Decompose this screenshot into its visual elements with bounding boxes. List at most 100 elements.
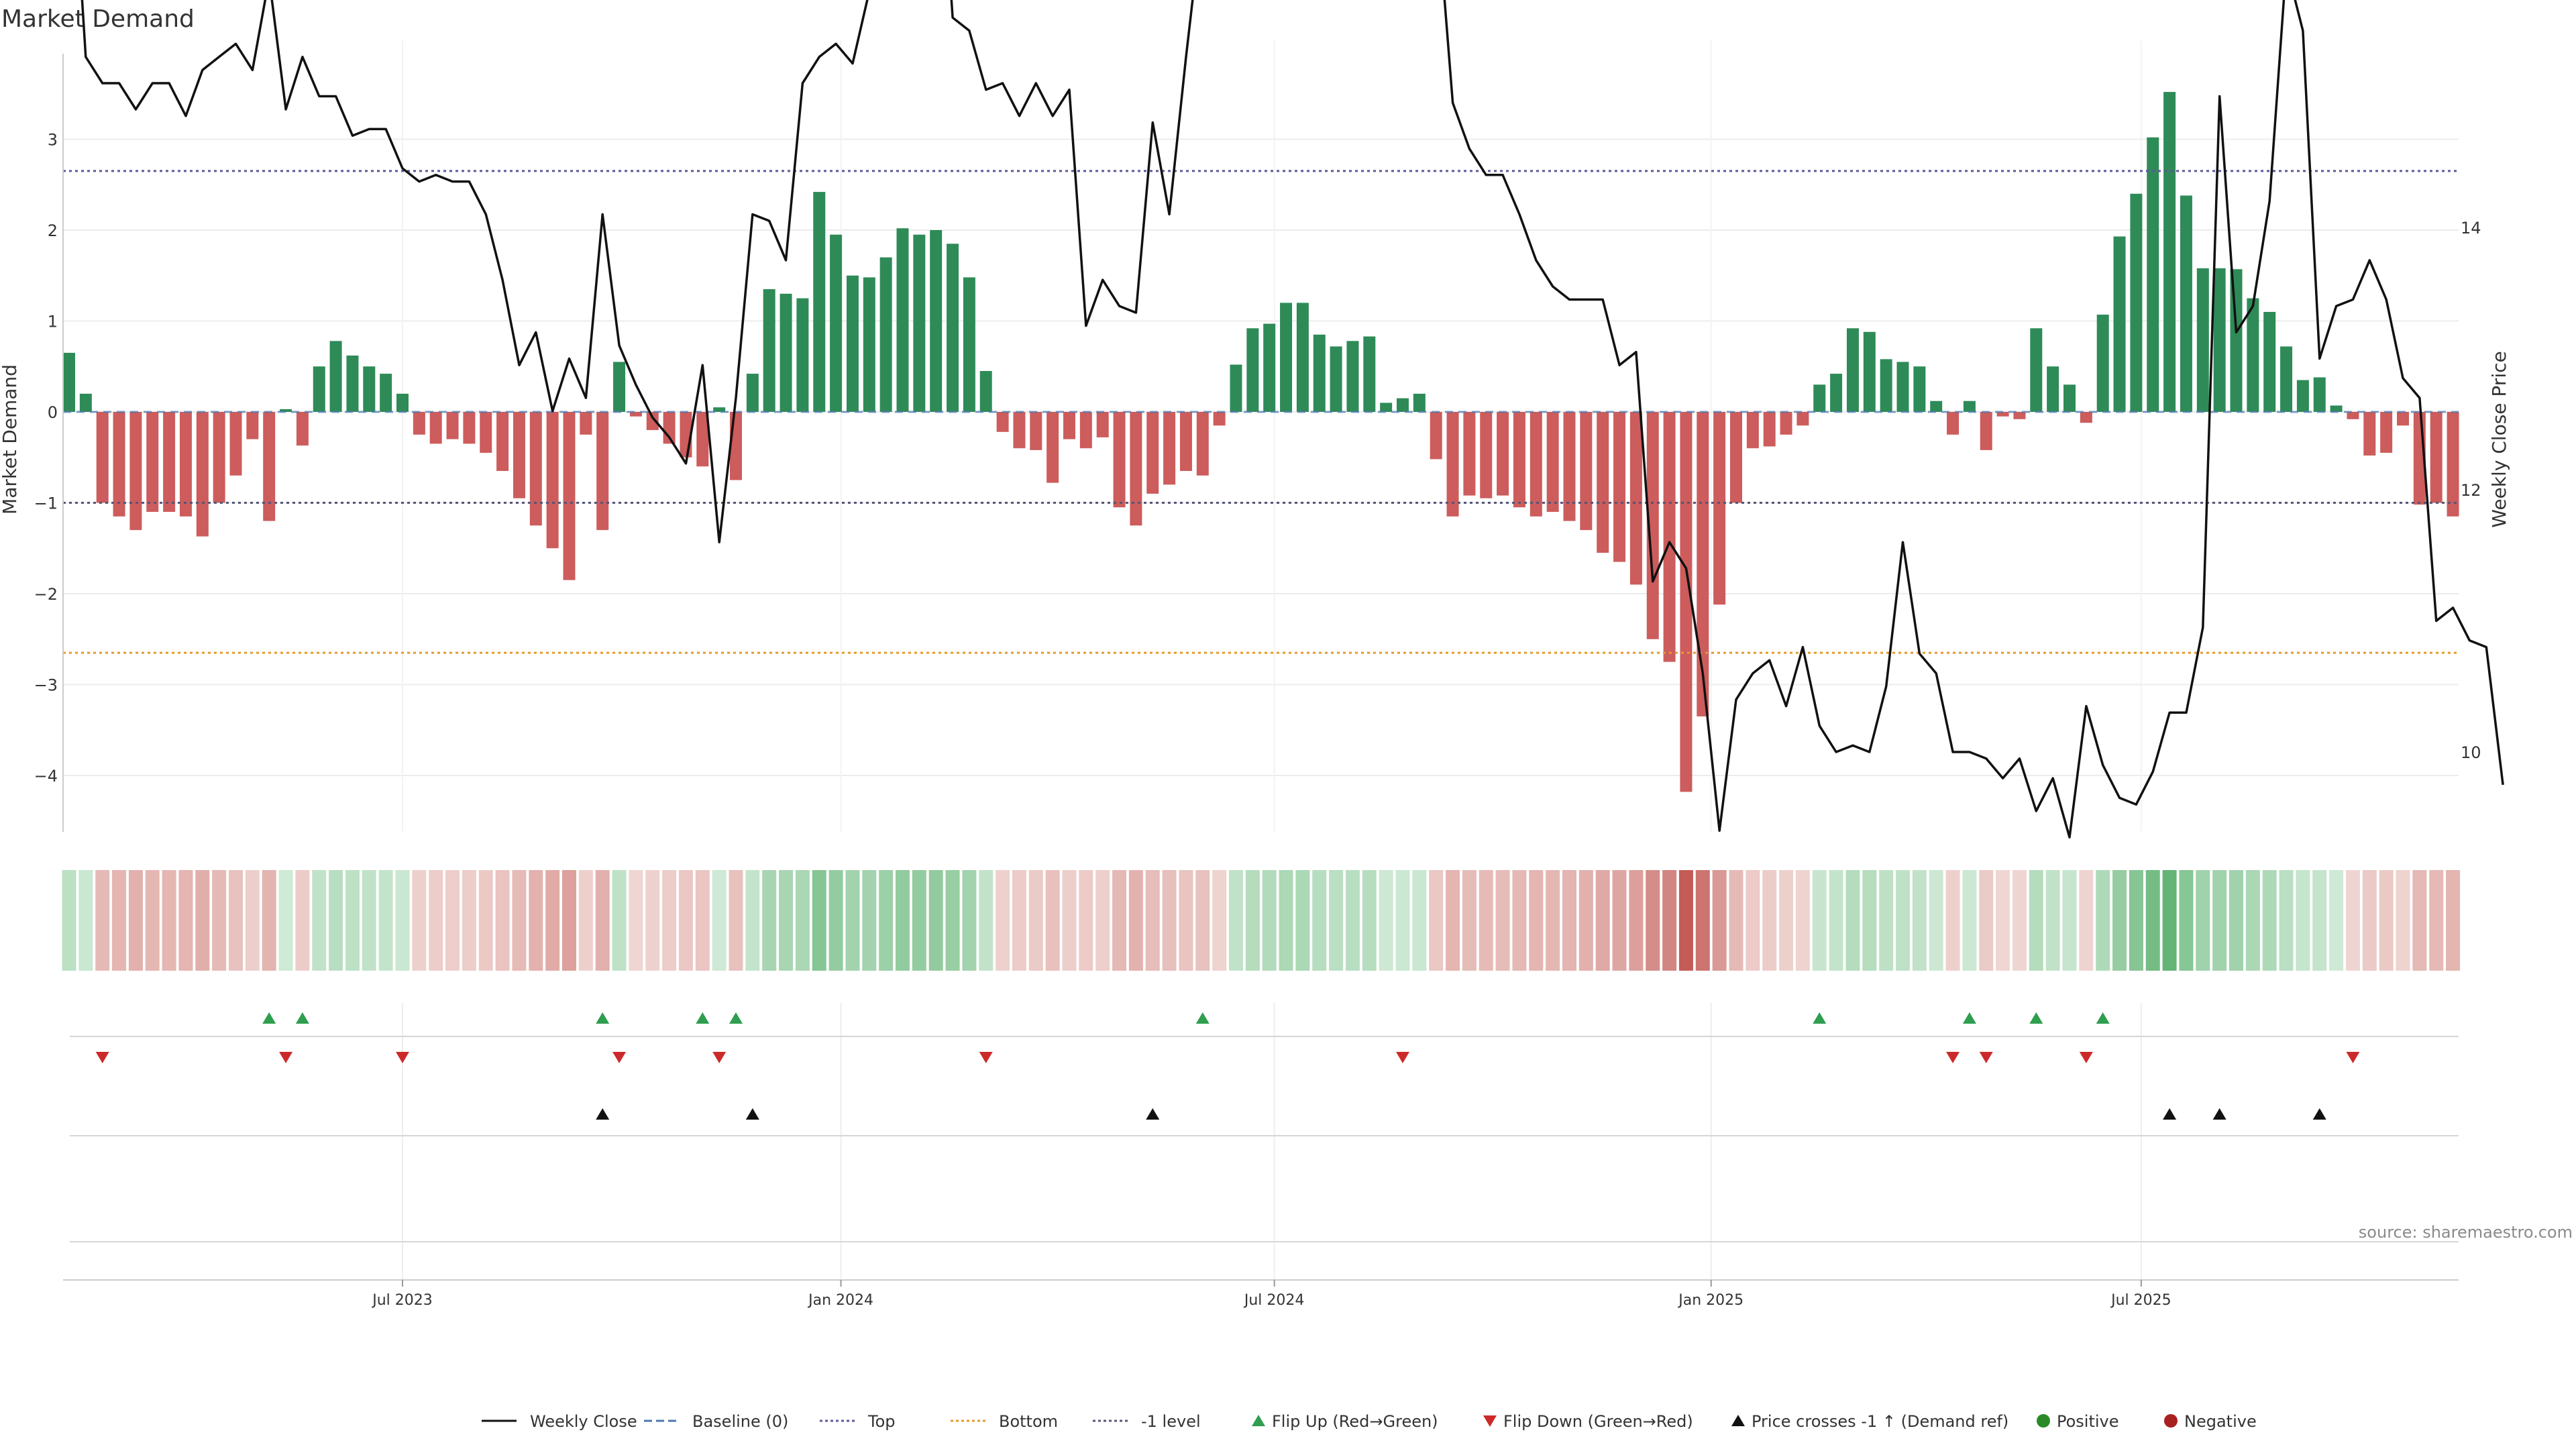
heat-cell bbox=[2079, 870, 2094, 971]
flip-up-marker bbox=[2096, 1012, 2110, 1024]
heat-cell bbox=[1678, 870, 1693, 971]
heat-cell bbox=[229, 870, 243, 971]
demand-bar bbox=[2247, 298, 2259, 412]
heat-cell bbox=[1462, 870, 1477, 971]
demand-bar bbox=[2296, 380, 2309, 412]
y2-axis-label: Weekly Close Price bbox=[2488, 351, 2510, 527]
heat-cell bbox=[729, 870, 743, 971]
heat-cell bbox=[2429, 870, 2444, 971]
heat-cell bbox=[445, 870, 460, 971]
heat-cell bbox=[2162, 870, 2177, 971]
heat-cell bbox=[645, 870, 660, 971]
heat-cell bbox=[1646, 870, 1660, 971]
heat-cell bbox=[1379, 870, 1393, 971]
heat-cell bbox=[1779, 870, 1794, 971]
price-cross-marker bbox=[2163, 1108, 2177, 1120]
legend-label: Flip Down (Green→Red) bbox=[1503, 1412, 1693, 1431]
flip-up-marker bbox=[696, 1012, 710, 1024]
demand-bar bbox=[1597, 412, 1609, 553]
heat-cell bbox=[1529, 870, 1544, 971]
signal-markers bbox=[70, 1012, 2459, 1242]
heat-cell bbox=[1295, 870, 1310, 971]
heat-cell bbox=[712, 870, 727, 971]
legend-item-weekly-close: Weekly Close bbox=[482, 1412, 637, 1431]
flip-up-marker bbox=[1962, 1012, 1976, 1024]
heat-cell bbox=[1578, 870, 1593, 971]
demand-bar bbox=[1463, 412, 1476, 496]
demand-bar bbox=[1763, 412, 1776, 447]
heat-cell bbox=[2446, 870, 2461, 971]
demand-bar bbox=[1446, 412, 1459, 517]
heat-cell bbox=[1512, 870, 1527, 971]
y2-tick-label: 14 bbox=[2461, 219, 2481, 237]
demand-bar bbox=[1697, 412, 1709, 716]
heat-cell bbox=[1546, 870, 1560, 971]
demand-bar bbox=[1529, 412, 1542, 517]
demand-bar bbox=[496, 412, 509, 472]
demand-bar bbox=[1346, 341, 1359, 412]
heat-cell bbox=[2412, 870, 2427, 971]
demand-bar bbox=[1030, 412, 1042, 450]
y-tick-label: 1 bbox=[48, 313, 58, 331]
demand-bar bbox=[129, 412, 142, 531]
demand-bar bbox=[2397, 412, 2409, 426]
flip-down-marker bbox=[279, 1052, 293, 1063]
heat-cell bbox=[979, 870, 994, 971]
heat-cell bbox=[662, 870, 677, 971]
heat-cell bbox=[1179, 870, 1193, 971]
heat-cell bbox=[1612, 870, 1627, 971]
heat-cell bbox=[2212, 870, 2227, 971]
legend-swatch bbox=[1731, 1415, 1745, 1426]
heat-cell bbox=[2329, 870, 2344, 971]
heat-cell bbox=[1212, 870, 1227, 971]
demand-bar bbox=[2180, 195, 2192, 412]
demand-bar bbox=[296, 412, 309, 446]
legend-swatch bbox=[2164, 1414, 2178, 1428]
demand-bar bbox=[830, 234, 843, 412]
demand-bar bbox=[163, 412, 176, 513]
heat-cell bbox=[1962, 870, 1977, 971]
demand-bar bbox=[480, 412, 492, 453]
heat-cell bbox=[2262, 870, 2277, 971]
demand-bar bbox=[396, 393, 409, 412]
heat-cell bbox=[996, 870, 1010, 971]
flip-down-marker bbox=[1946, 1052, 1960, 1063]
heat-cell bbox=[1446, 870, 1460, 971]
heat-cell bbox=[1795, 870, 1810, 971]
heat-cell bbox=[1062, 870, 1077, 971]
flip-down-marker bbox=[712, 1052, 727, 1063]
demand-bar bbox=[2330, 405, 2343, 412]
demand-bar bbox=[896, 228, 909, 412]
demand-bar bbox=[796, 298, 809, 412]
demand-bar bbox=[2263, 311, 2276, 412]
demand-bar bbox=[2047, 366, 2059, 412]
heat-cell bbox=[2245, 870, 2260, 971]
heat-cell bbox=[1845, 870, 1860, 971]
heat-cell bbox=[1729, 870, 1743, 971]
demand-bar bbox=[1913, 366, 1926, 412]
heat-cell bbox=[2029, 870, 2043, 971]
demand-bar bbox=[1196, 412, 1209, 476]
demand-bar bbox=[263, 412, 276, 521]
heat-cell bbox=[2379, 870, 2394, 971]
demand-bar bbox=[1863, 331, 1876, 412]
demand-bar bbox=[663, 412, 676, 444]
demand-bar bbox=[1280, 303, 1293, 412]
demand-bar bbox=[463, 412, 476, 444]
demand-bar bbox=[963, 277, 975, 412]
x-tick-label: Jul 2025 bbox=[2110, 1292, 2171, 1309]
demand-bar bbox=[996, 412, 1009, 432]
source-label: source: sharemaestro.com bbox=[2359, 1223, 2573, 1242]
flip-down-marker bbox=[979, 1052, 993, 1063]
demand-bar bbox=[2096, 315, 2109, 412]
flip-down-marker bbox=[2079, 1052, 2093, 1063]
demand-bar bbox=[1680, 412, 1693, 792]
demand-bar bbox=[1730, 412, 1742, 503]
heat-cell bbox=[1245, 870, 1260, 971]
demand-bar bbox=[196, 412, 209, 537]
heat-cell bbox=[395, 870, 410, 971]
demand-bar bbox=[2347, 412, 2359, 419]
demand-bar bbox=[1296, 303, 1309, 412]
flip-down-marker bbox=[396, 1052, 409, 1063]
